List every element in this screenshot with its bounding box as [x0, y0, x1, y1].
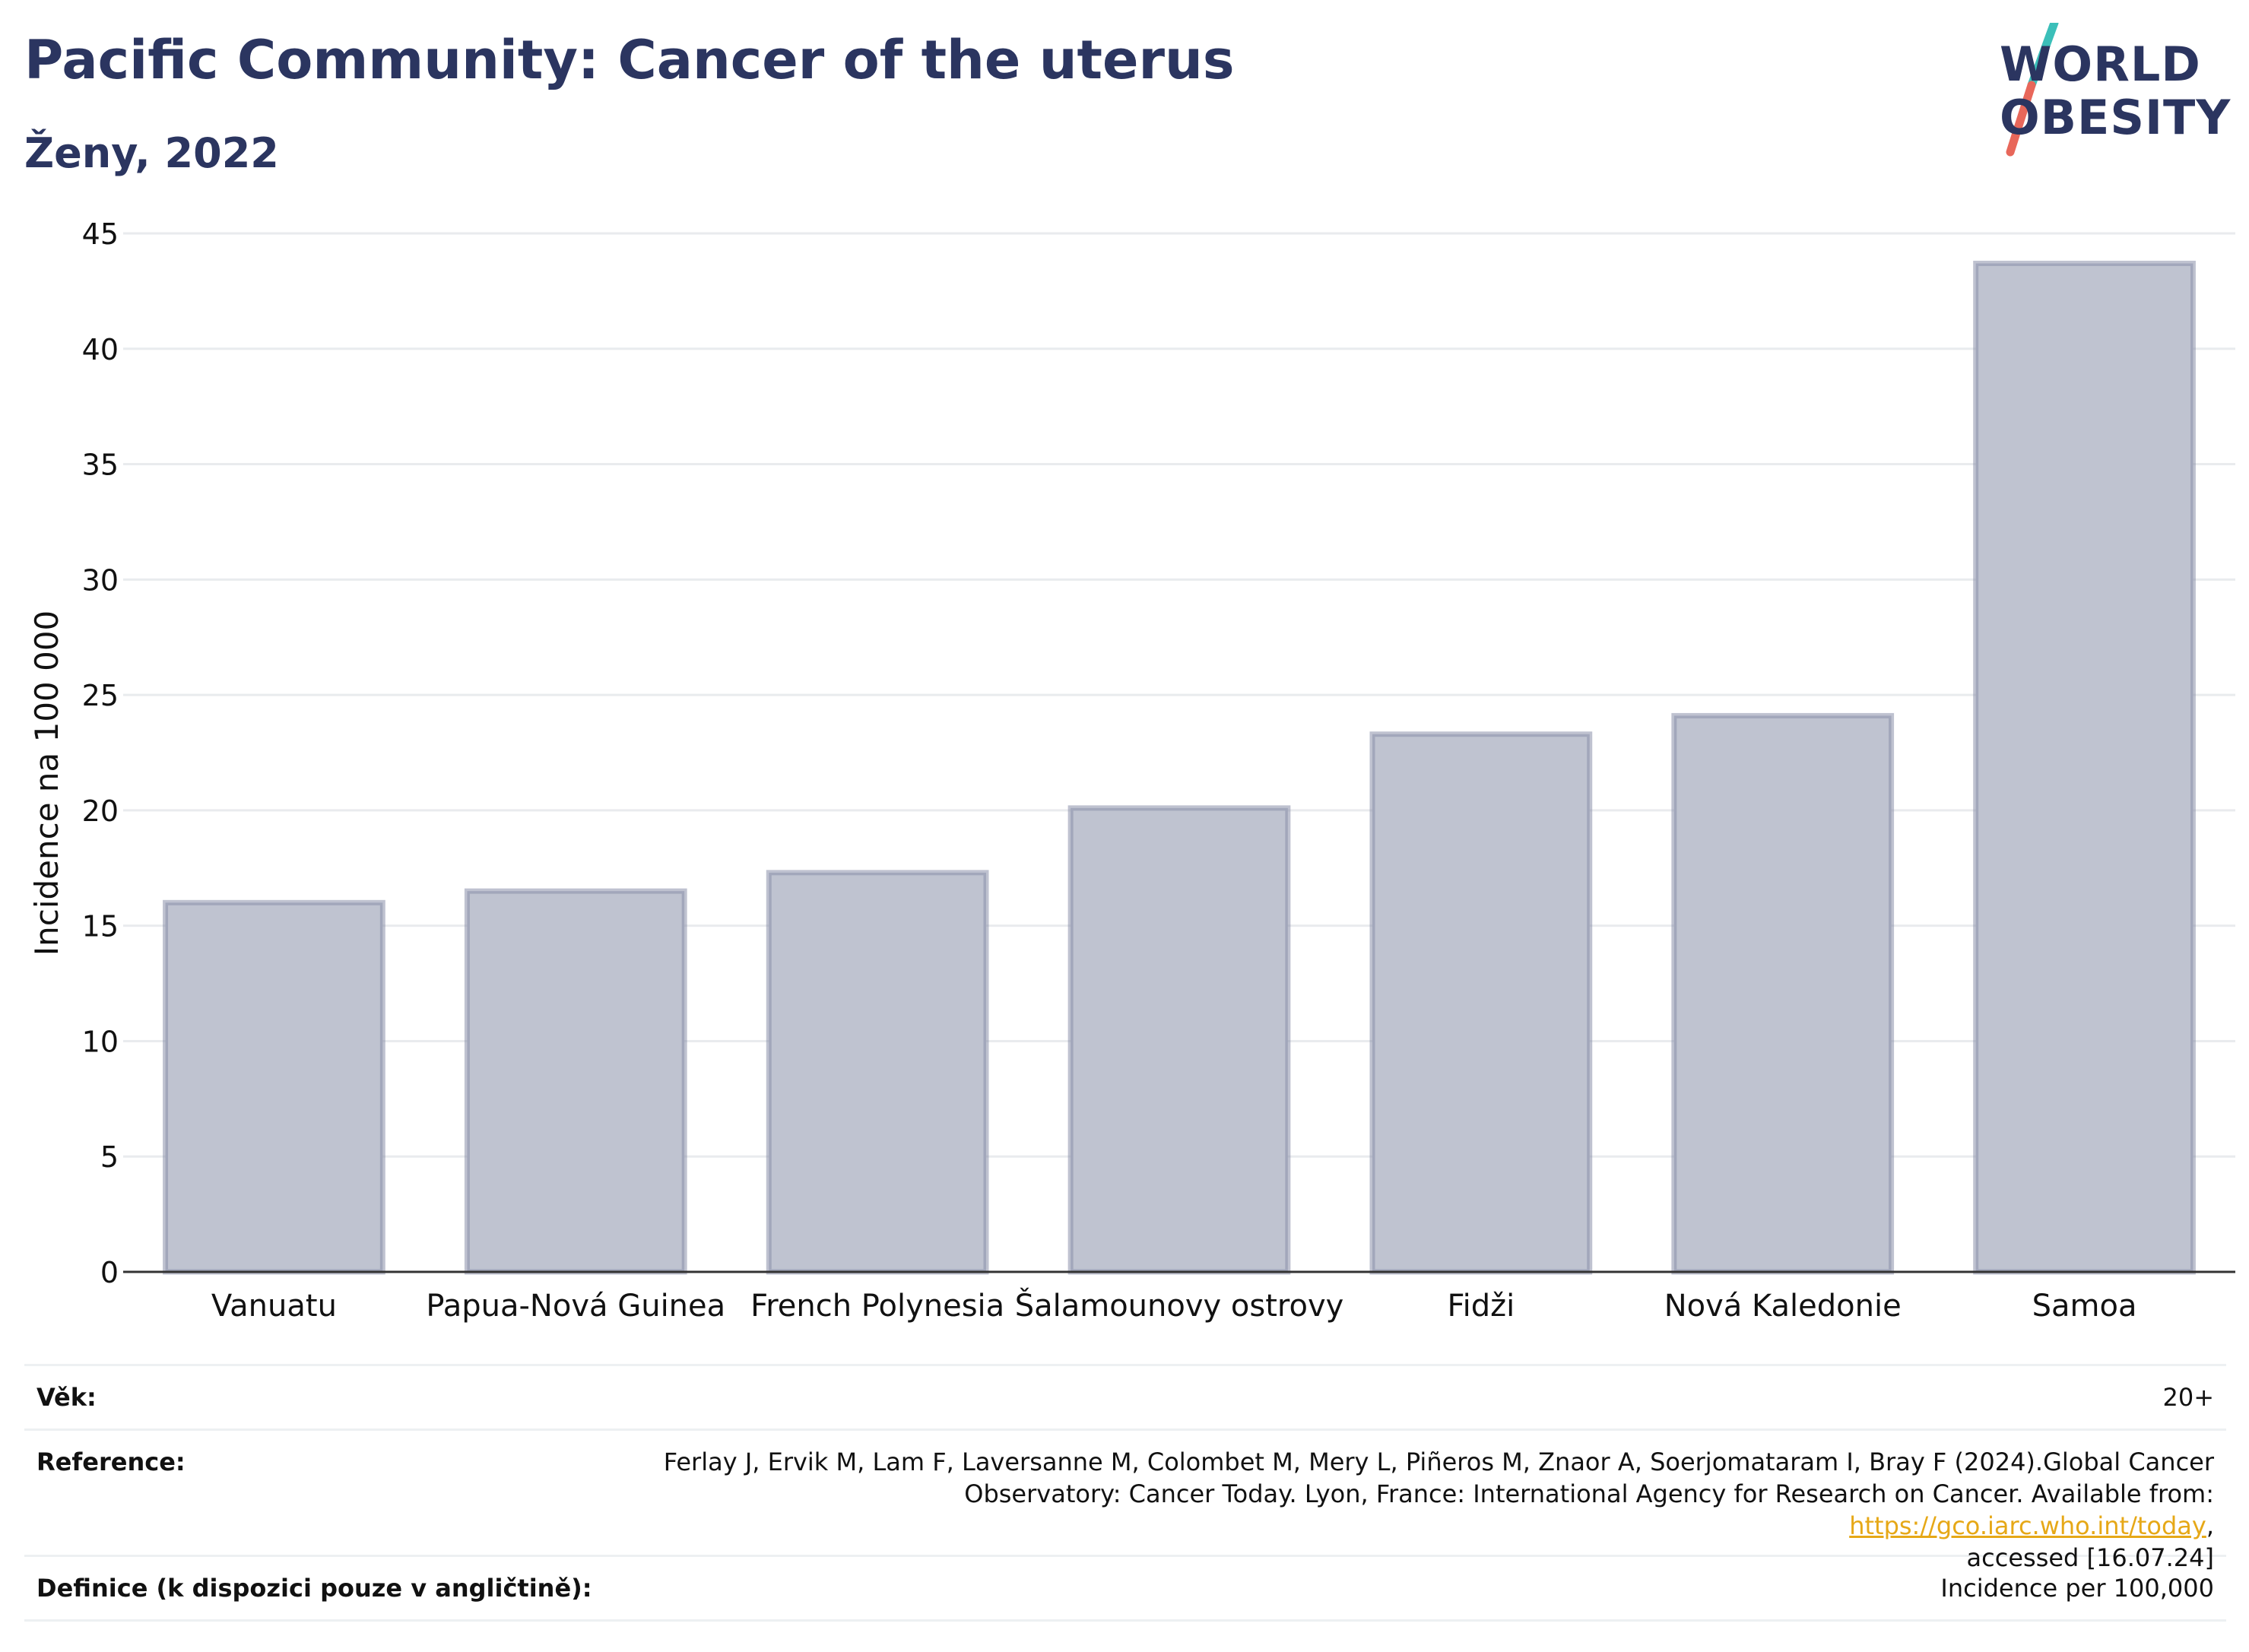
- x-tick-label: Vanuatu: [211, 1289, 337, 1323]
- y-tick-label: 5: [100, 1140, 119, 1174]
- reference-link[interactable]: https://gco.iarc.who.int/today: [1849, 1511, 2206, 1540]
- reference-line-1: Ferlay J, Ervik M, Lam F, Laversanne M, …: [663, 1447, 2214, 1476]
- logo-text-world: WORLD: [2000, 36, 2201, 92]
- metadata-table: Věk: 20+ Reference: Ferlay J, Ervik M, L…: [24, 1364, 2226, 1622]
- reference-line-2: Observatory: Cancer Today. Lyon, France:…: [617, 1478, 2214, 1542]
- y-tick-label: 45: [82, 217, 119, 251]
- age-label: Věk:: [36, 1383, 97, 1412]
- y-tick-label: 15: [82, 910, 119, 943]
- x-tick-label: Šalamounovy ostrovy: [1015, 1287, 1344, 1323]
- x-tick-label: Nová Kaledonie: [1664, 1289, 1902, 1323]
- y-axis-title: Incidence na 100 000: [28, 610, 65, 956]
- x-tick-label: Papua-Nová Guinea: [426, 1289, 725, 1323]
- bar: [1369, 731, 1593, 1275]
- reference-line-2-end: ,: [2206, 1511, 2214, 1540]
- bar-chart: 0 5 10 15 20 25 30 35 40 45 Vanuatu Papua-Nová Guin…: [28, 217, 2235, 1323]
- bar: [1973, 260, 2196, 1275]
- x-tick-label: Fidži: [1447, 1289, 1515, 1323]
- y-tick-label: 25: [82, 679, 119, 712]
- bar: [163, 899, 385, 1275]
- chart-subtitle: Ženy, 2022: [24, 129, 279, 177]
- reference-line-3: accessed [16.07.24]: [1966, 1543, 2214, 1572]
- bar: [464, 888, 687, 1275]
- x-tick-label: Samoa: [2032, 1289, 2137, 1323]
- definition-value: Incidence per 100,000: [1940, 1574, 2214, 1603]
- logo-text-obesity: OBESITY: [2000, 90, 2232, 145]
- y-tick-label: 35: [82, 449, 119, 482]
- age-value: 20+: [2162, 1383, 2214, 1412]
- reference-label: Reference:: [36, 1447, 186, 1476]
- y-tick-label: 20: [82, 794, 119, 828]
- y-tick-label: 30: [82, 563, 119, 597]
- definition-row: Definice (k dispozici pouze v angličtině…: [24, 1555, 2226, 1622]
- reference-text: Ferlay J, Ervik M, Lam F, Laversanne M, …: [617, 1446, 2214, 1574]
- bar: [1671, 712, 1895, 1275]
- y-tick-label: 10: [82, 1025, 119, 1058]
- y-tick-label: 0: [100, 1256, 119, 1289]
- age-row: Věk: 20+: [24, 1364, 2226, 1428]
- world-obesity-logo: WORLD OBESITY: [1984, 23, 2235, 160]
- bar: [766, 870, 989, 1275]
- bar: [1067, 805, 1291, 1275]
- y-tick-label: 40: [82, 333, 119, 366]
- x-tick-label: French Polynesia: [750, 1289, 1004, 1323]
- chart-title: Pacific Community: Cancer of the uterus: [24, 29, 1235, 91]
- reference-line-2-text: Observatory: Cancer Today. Lyon, France:…: [964, 1479, 2214, 1508]
- definition-label: Definice (k dispozici pouze v angličtině…: [36, 1574, 592, 1603]
- logo-slash-icon: [2006, 23, 2059, 157]
- reference-row: Reference: Ferlay J, Ervik M, Lam F, Lav…: [24, 1428, 2226, 1572]
